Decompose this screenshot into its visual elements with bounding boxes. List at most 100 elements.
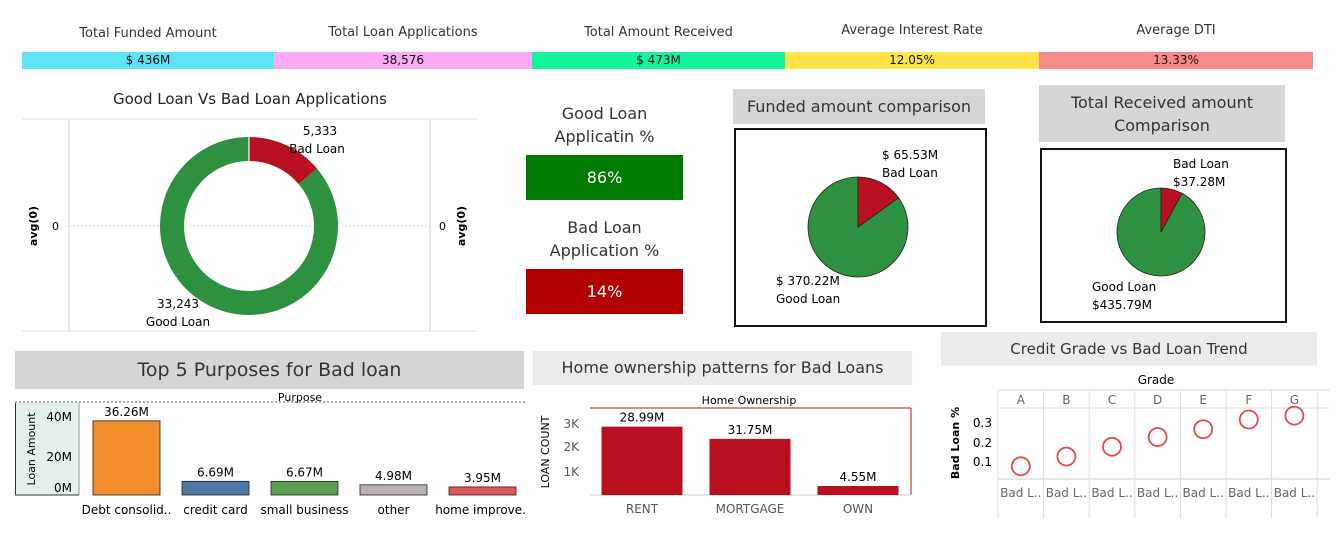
purposes-column-header: Purpose [278, 391, 322, 404]
purposes-ytick-20m: 20M [46, 450, 72, 464]
kpi-title-applications: Total Loan Applications [328, 25, 478, 40]
received-bad-value: $37.28M [1173, 175, 1225, 189]
purposes-bar-label: 4.98M [375, 469, 412, 483]
grade-point [1010, 456, 1031, 477]
received-pie-frame [1040, 148, 1287, 323]
grade-ytick-0.3: 0.3 [973, 416, 992, 430]
funded-bad-label: Bad Loan [882, 166, 938, 180]
purposes-axis-bg [15, 403, 79, 495]
grade-point [1102, 436, 1122, 457]
received-pie-title-line1: Total Received amount [1070, 93, 1254, 112]
purposes-bar [359, 484, 428, 496]
purposes-chart: Purpose Loan Amount 40M 20M 0M 36.26M Deb… [15, 391, 527, 517]
grade-column-label: B [1062, 393, 1070, 407]
grade-row-label: Bad L.. [1228, 486, 1269, 500]
kpi-value-dti: 13.33% [1039, 52, 1313, 69]
grade-ylabel: Bad Loan % [949, 407, 962, 479]
home-bars: 28.99M RENT 31.75M MORTGAGE 4.55M OWN [601, 411, 899, 516]
grade-column-label: D [1153, 393, 1162, 407]
received-pie-title: Total Received amount Comparison [1039, 85, 1285, 142]
donut-right-axis-label: avg(0) [455, 206, 468, 246]
kpi-value-interest: 12.05% [785, 52, 1039, 69]
grade-point [1238, 409, 1259, 430]
kpi-title-funded: Total Funded Amount [79, 26, 217, 41]
grade-column-header: Grade [1138, 373, 1175, 387]
good-pct-title-line1: Good Loan [561, 104, 648, 123]
home-chart: Home Ownership LOAN COUNT 3K 2K 1K 28.99… [539, 394, 912, 516]
funded-pie-slices [807, 176, 909, 278]
home-bar [709, 438, 791, 495]
bad-pct-value: 14% [526, 269, 683, 314]
home-bar [601, 426, 683, 495]
donut-left-axis-label: avg(0) [27, 206, 40, 246]
good-pct-value: 86% [526, 155, 683, 200]
home-category-label: OWN [843, 502, 873, 516]
grade-chart: Grade Bad Loan % 0.3 0.2 0.1 A Bad L.. B Ba… [949, 373, 1330, 518]
grade-column-label: E [1199, 393, 1207, 407]
purposes-category-label: home improve.. [435, 503, 527, 517]
received-bad-slice [1160, 187, 1183, 233]
purposes-bar-label: 6.69M [197, 465, 234, 479]
funded-good-label: Good Loan [776, 292, 840, 306]
received-good-label: Good Loan [1092, 280, 1156, 294]
grade-row-label: Bad L.. [1274, 486, 1315, 500]
donut-slices [160, 137, 338, 315]
funded-pie-chart: $ 65.53M Bad Loan $ 370.22M Good Loan [776, 148, 938, 306]
donut-good-label: Good Loan [146, 315, 210, 329]
grade-column-label: G [1290, 393, 1299, 407]
grade-point [1193, 419, 1214, 440]
purposes-bar-label: 6.67M [286, 465, 323, 479]
donut-right-tick: 0 [439, 220, 446, 233]
purposes-ytick-40m: 40M [46, 410, 72, 424]
bad-pct-title-line1: Bad Loan [567, 218, 642, 237]
purposes-bar [270, 480, 339, 496]
good-pct-title: Good Loan Applicatin % [526, 102, 683, 148]
grade-point [1056, 446, 1077, 467]
received-pie-chart: Bad Loan $37.28M Good Loan $435.79M [1092, 157, 1229, 312]
donut-bad-value: 5,333 [303, 124, 337, 138]
kpi-title-dti: Average DTI [1136, 23, 1216, 38]
grade-row-label: Bad L.. [1046, 486, 1087, 500]
funded-good-value: $ 370.22M [776, 274, 840, 288]
purposes-ylabel: Loan Amount [25, 412, 38, 486]
grade-ytick-0.1: 0.1 [973, 455, 992, 469]
donut-chart: avg(0) 0 avg(0) 0 5,333 Bad Loan 33,243 … [22, 118, 478, 332]
grade-column-label: F [1245, 393, 1252, 407]
received-pie-title-line2: Comparison [1114, 116, 1210, 135]
received-bad-label: Bad Loan [1173, 157, 1229, 171]
purposes-bar [448, 486, 517, 496]
received-good-value: $435.79M [1092, 298, 1152, 312]
home-category-label: RENT [626, 502, 659, 516]
kpi-title-received: Total Amount Received [584, 25, 733, 40]
grade-title: Credit Grade vs Bad Loan Trend [941, 332, 1317, 366]
funded-bad-slice [857, 176, 900, 228]
purposes-bar-label: 3.95M [464, 471, 501, 485]
purposes-ytick-0m: 0M [54, 481, 72, 495]
grade-row-label: Bad L.. [1183, 486, 1224, 500]
received-pie-slices [1116, 187, 1206, 277]
home-ylabel: LOAN COUNT [539, 415, 552, 488]
home-bar-label: 31.75M [728, 423, 773, 437]
grade-point [1284, 405, 1305, 426]
donut-good-slice [160, 137, 338, 315]
grade-row-label: Bad L.. [1091, 486, 1132, 500]
home-bar-label: 28.99M [620, 411, 665, 425]
grade-column-label: C [1108, 393, 1116, 407]
kpi-value-applications: 38,576 [274, 52, 532, 69]
good-pct-title-line2: Applicatin % [554, 127, 655, 146]
grade-ytick-0.2: 0.2 [973, 436, 992, 450]
home-ytick-2k: 2K [563, 440, 580, 454]
kpi-title-interest: Average Interest Rate [841, 23, 983, 38]
purposes-bar [181, 480, 250, 496]
donut-bad-label: Bad Loan [289, 142, 345, 156]
bad-pct-title-line2: Application % [549, 241, 660, 260]
funded-bad-value: $ 65.53M [882, 148, 938, 162]
donut-good-value: 33,243 [157, 297, 199, 311]
purposes-category-label: credit card [183, 503, 247, 517]
purposes-title: Top 5 Purposes for Bad loan [15, 351, 524, 389]
kpi-value-funded: $ 436M [22, 52, 274, 69]
purposes-category-label: small business [260, 503, 348, 517]
donut-title: Good Loan Vs Bad Loan Applications [113, 90, 387, 108]
purposes-category-label: other [378, 503, 410, 517]
home-bar-label: 4.55M [839, 470, 876, 484]
